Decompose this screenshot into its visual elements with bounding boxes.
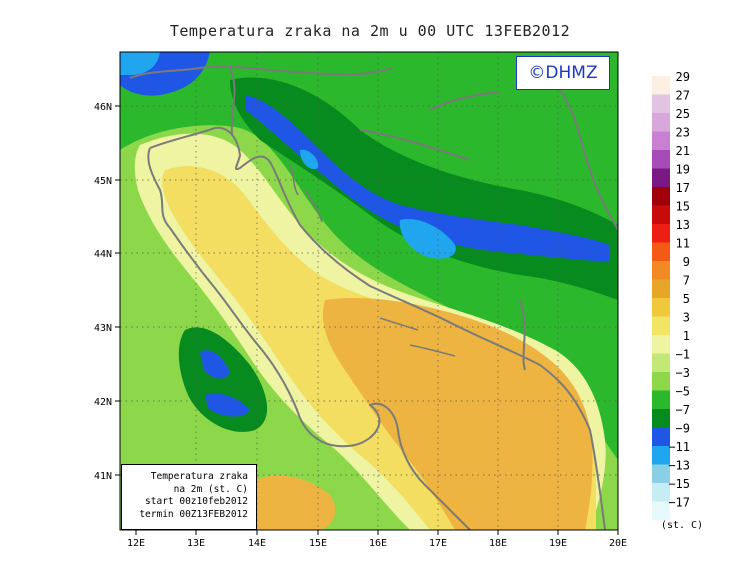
legend-label: 5 xyxy=(683,292,690,306)
lon-label: 15E xyxy=(309,538,327,549)
alps-colder-patch xyxy=(120,52,160,75)
legend-label: 9 xyxy=(683,255,690,269)
axis-ticks xyxy=(115,105,619,535)
info-line-unit: na 2m (st. C) xyxy=(173,483,248,495)
italy-colder-patch xyxy=(200,350,250,417)
adriatic-sea-warm xyxy=(322,298,593,530)
legend-label: 3 xyxy=(683,311,690,325)
info-line-start: start 00z10feb2012 xyxy=(145,496,248,507)
lon-label: 12E xyxy=(127,538,145,549)
legend-swatch xyxy=(652,501,670,520)
legend-label: −9 xyxy=(676,422,690,436)
legend-label: 25 xyxy=(676,107,690,121)
legend-label: −13 xyxy=(668,459,690,473)
info-line-termin: termin 00Z13FEB2012 xyxy=(139,508,248,520)
legend-label: 1 xyxy=(683,329,690,343)
legend-swatch xyxy=(652,261,670,280)
lon-label: 14E xyxy=(248,538,266,549)
legend-label: 15 xyxy=(676,200,690,214)
lon-label: 18E xyxy=(489,538,507,549)
legend-label: 7 xyxy=(683,274,690,288)
legend-swatch xyxy=(652,316,670,335)
lon-label: 13E xyxy=(187,538,205,549)
legend-label: 13 xyxy=(676,218,690,232)
lon-label: 20E xyxy=(609,538,627,549)
lon-label: 17E xyxy=(429,538,447,549)
legend-label: 19 xyxy=(676,163,690,177)
legend-swatch xyxy=(652,279,670,298)
legend-swatch xyxy=(652,335,670,354)
legend-swatch xyxy=(652,224,670,243)
map-plot-area xyxy=(120,52,618,530)
legend-swatch xyxy=(652,483,670,502)
legend-label: 11 xyxy=(676,237,690,251)
legend-swatch xyxy=(652,131,670,150)
legend-swatch xyxy=(652,168,670,187)
legend-label: 23 xyxy=(676,126,690,140)
legend-label: 29 xyxy=(676,70,690,84)
map-title: Temperatura zraka na 2m u 00 UTC 13FEB20… xyxy=(169,22,571,40)
legend-swatch xyxy=(652,353,670,372)
land-coldest-spot xyxy=(399,219,456,259)
legend-swatch xyxy=(652,446,670,465)
legend-label: 17 xyxy=(676,181,690,195)
lat-label: 44N xyxy=(94,249,112,260)
lat-label: 45N xyxy=(94,176,112,187)
lat-label: 46N xyxy=(94,102,112,113)
color-legend: 29 27 25 23 21 19 17 15 13 11 9 7 5 3 1 −1 −3 −5 −7 −9 −11 −1… xyxy=(652,70,690,520)
legend-label: −5 xyxy=(676,385,690,399)
lat-label: 43N xyxy=(94,323,112,334)
dhmz-credit: ©DHMZ xyxy=(516,56,610,90)
adriatic-sea-warm-south xyxy=(248,475,336,530)
lat-label: 41N xyxy=(94,471,112,482)
legend-swatch xyxy=(652,113,670,132)
legend-label: 27 xyxy=(676,89,690,103)
legend-label: 21 xyxy=(676,144,690,158)
legend-swatch xyxy=(652,372,670,391)
lat-label: 42N xyxy=(94,397,112,408)
plot-frame xyxy=(119,51,619,531)
legend-swatch xyxy=(652,76,670,95)
legend-swatch xyxy=(652,427,670,446)
legend-swatch xyxy=(652,242,670,261)
legend-swatch xyxy=(652,409,670,428)
legend-unit: (st. C) xyxy=(661,520,703,531)
legend-swatch xyxy=(652,205,670,224)
legend-label: −17 xyxy=(668,496,690,510)
latitude-labels: 46N 45N 44N 43N 42N 41N xyxy=(94,102,112,482)
longitude-labels: 12E 13E 14E 15E 16E 17E 18E 19E 20E xyxy=(127,538,627,549)
legend-label: −11 xyxy=(668,440,690,454)
legend-swatch xyxy=(652,298,670,317)
legend-swatch xyxy=(652,464,670,483)
legend-label: −3 xyxy=(676,366,690,380)
islands xyxy=(289,164,456,357)
info-line-title: Temperatura zraka xyxy=(150,471,248,482)
legend-label: −15 xyxy=(668,477,690,491)
legend-label: −7 xyxy=(676,403,690,417)
lon-label: 19E xyxy=(549,538,567,549)
legend-swatch xyxy=(652,150,670,169)
info-box: Temperatura zraka na 2m (st. C) start 00… xyxy=(121,464,257,530)
lon-label: 16E xyxy=(369,538,387,549)
land-cold-spot-north xyxy=(300,149,319,170)
legend-swatch xyxy=(652,390,670,409)
legend-swatch xyxy=(652,94,670,113)
legend-swatch xyxy=(652,187,670,206)
legend-label: −1 xyxy=(676,348,690,362)
coastlines xyxy=(129,65,618,530)
